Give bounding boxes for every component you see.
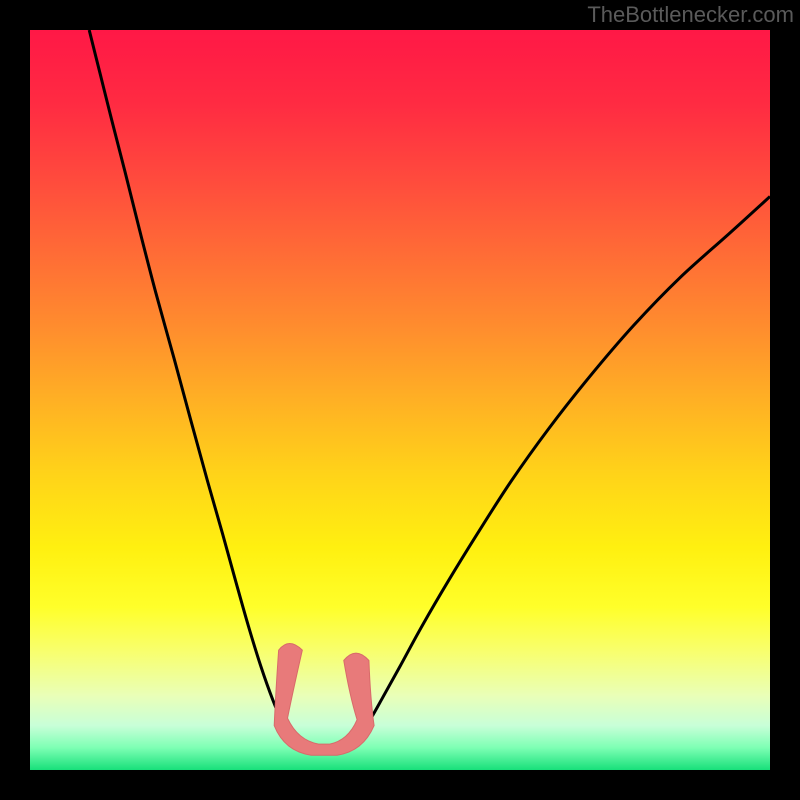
chart-plot-area: [30, 30, 770, 770]
bottleneck-chart: [30, 30, 770, 770]
gradient-background: [30, 30, 770, 770]
watermark-text: TheBottlenecker.com: [587, 2, 794, 28]
